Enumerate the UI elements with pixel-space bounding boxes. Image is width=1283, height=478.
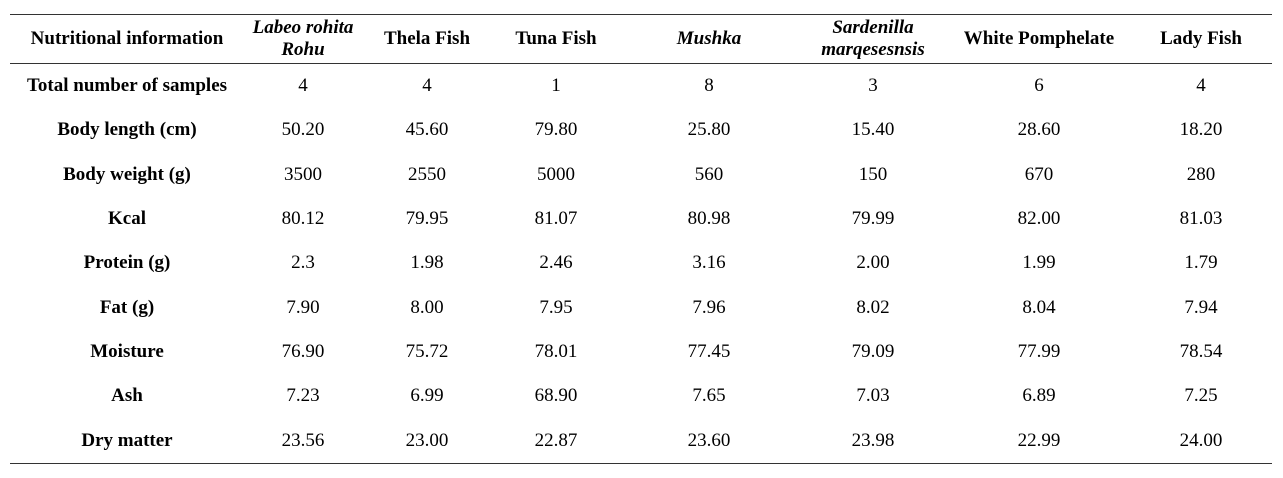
table-cell: 23.98 (851, 429, 895, 451)
table-cell: 1.98 (410, 252, 444, 274)
nutrition-table-container: Nutritional information Labeo rohita Rohu… (10, 14, 1272, 464)
table-cell: 560 (694, 163, 724, 185)
row-label: Moisture (90, 340, 164, 362)
table-cell: 1 (551, 75, 561, 97)
table-cell: 22.99 (1017, 429, 1061, 451)
table-cell: 78.54 (1179, 340, 1223, 362)
table-cell: 7.94 (1184, 296, 1218, 318)
table-cell: 81.03 (1179, 208, 1223, 230)
table-cell: 1.99 (1022, 252, 1056, 274)
table-cell: 4 (1196, 75, 1206, 97)
row-label: Kcal (108, 208, 146, 230)
table-cell: 68.90 (534, 385, 578, 407)
table-cell: 76.90 (281, 340, 325, 362)
header-species-column: White Pomphelate (963, 28, 1115, 49)
table-cell: 280 (1186, 163, 1216, 185)
table-cell: 18.20 (1179, 119, 1223, 141)
table-cell: 2.00 (856, 252, 890, 274)
header-species-column: Sardenilla marqesesnsis (821, 17, 925, 60)
header-species-column: Thela Fish (383, 28, 471, 49)
row-label: Fat (g) (99, 296, 155, 318)
row-label: Body length (cm) (57, 119, 197, 141)
table-cell: 7.25 (1184, 385, 1218, 407)
header-row: Nutritional information Labeo rohita Rohu… (10, 14, 1272, 64)
table-cell: 75.72 (405, 340, 449, 362)
table-cell: 6 (1034, 75, 1044, 97)
table-cell: 15.40 (851, 119, 895, 141)
table-cell: 3500 (284, 163, 322, 185)
table-cell: 78.01 (534, 340, 578, 362)
table-cell: 3.16 (692, 252, 726, 274)
table-cell: 6.89 (1022, 385, 1056, 407)
header-nutritional-information: Nutritional information (30, 28, 224, 49)
table-cell: 2.3 (291, 252, 315, 274)
table-row: Protein (g) 2.3 1.98 2.46 3.16 2.00 1.99 1.79 (10, 241, 1272, 285)
table-cell: 23.60 (687, 429, 731, 451)
table-cell: 28.60 (1017, 119, 1061, 141)
table-cell: 77.99 (1017, 340, 1061, 362)
table-cell: 77.45 (687, 340, 731, 362)
table-row: Kcal 80.12 79.95 81.07 80.98 79.99 82.00 81.03 (10, 197, 1272, 241)
table-cell: 23.56 (281, 429, 325, 451)
table-cell: 3 (868, 75, 878, 97)
table-cell: 82.00 (1017, 208, 1061, 230)
table-row: Body length (cm) 50.20 45.60 79.80 25.80 15.4… (10, 108, 1272, 152)
table-cell: 670 (1024, 163, 1054, 185)
table-cell: 1.79 (1184, 252, 1218, 274)
table-header: Nutritional information Labeo rohita Rohu… (10, 14, 1272, 64)
header-species-column: Tuna Fish (515, 28, 597, 49)
table-row: Total number of samples 4 4 1 8 3 6 4 (10, 64, 1272, 109)
row-label: Ash (111, 385, 143, 407)
table-cell: 25.80 (687, 119, 731, 141)
table-cell: 8.02 (856, 296, 890, 318)
table-body: Total number of samples 4 4 1 8 3 6 4 Body lengt… (10, 64, 1272, 464)
table-cell: 79.80 (534, 119, 578, 141)
header-species-column: Mushka (676, 28, 742, 49)
table-cell: 2.46 (539, 252, 573, 274)
table-cell: 79.95 (405, 208, 449, 230)
row-label: Body weight (g) (63, 163, 191, 185)
table-cell: 7.95 (539, 296, 573, 318)
table-cell: 7.23 (286, 385, 320, 407)
table-cell: 2550 (408, 163, 446, 185)
table-cell: 79.99 (851, 208, 895, 230)
header-species-column: Lady Fish (1160, 28, 1242, 49)
table-cell: 7.96 (692, 296, 726, 318)
row-label: Protein (g) (83, 252, 171, 274)
table-row: Ash 7.23 6.99 68.90 7.65 7.03 6.89 7.25 (10, 374, 1272, 418)
table-cell: 50.20 (281, 119, 325, 141)
row-label: Total number of samples (26, 75, 228, 97)
table-cell: 8.00 (410, 296, 444, 318)
table-cell: 81.07 (534, 208, 578, 230)
table-cell: 80.12 (281, 208, 325, 230)
table-row: Moisture 76.90 75.72 78.01 77.45 79.09 77.99 78… (10, 330, 1272, 374)
table-cell: 24.00 (1179, 429, 1223, 451)
table-cell: 6.99 (410, 385, 444, 407)
table-cell: 150 (858, 163, 888, 185)
table-cell: 79.09 (851, 340, 895, 362)
row-label: Dry matter (81, 429, 173, 451)
table-row: Fat (g) 7.90 8.00 7.95 7.96 8.02 8.04 7.94 (10, 285, 1272, 329)
table-cell: 7.65 (692, 385, 726, 407)
table-row: Dry matter 23.56 23.00 22.87 23.60 23.98 22.99… (10, 418, 1272, 464)
nutrition-table: Nutritional information Labeo rohita Rohu… (10, 14, 1272, 464)
table-cell: 80.98 (687, 208, 731, 230)
table-cell: 22.87 (534, 429, 578, 451)
table-cell: 5000 (537, 163, 575, 185)
table-cell: 7.90 (286, 296, 320, 318)
table-cell: 45.60 (405, 119, 449, 141)
table-row: Body weight (g) 3500 2550 5000 560 150 670 280 (10, 153, 1272, 197)
table-cell: 7.03 (856, 385, 890, 407)
table-cell: 8.04 (1022, 296, 1056, 318)
table-cell: 23.00 (405, 429, 449, 451)
table-cell: 4 (298, 75, 308, 97)
header-species-column: Labeo rohita Rohu (252, 17, 354, 60)
table-cell: 8 (704, 75, 714, 97)
table-cell: 4 (422, 75, 432, 97)
